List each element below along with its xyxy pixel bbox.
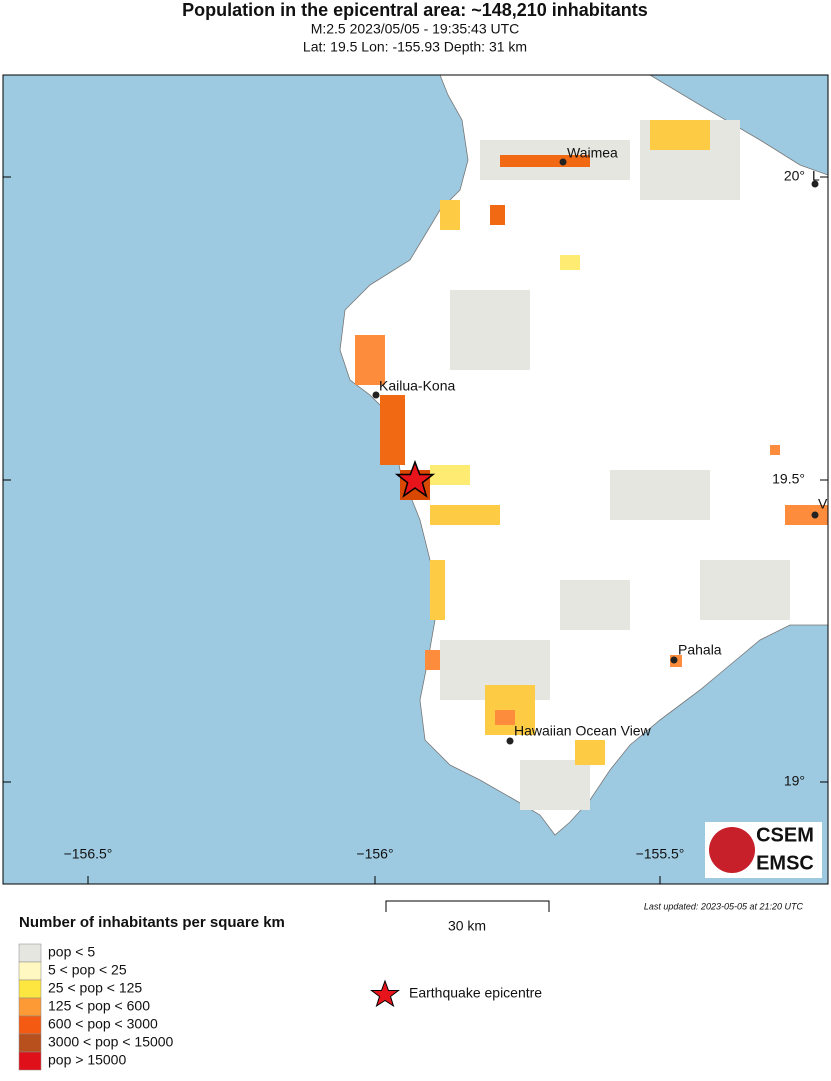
legend-label: 25 < pop < 125 xyxy=(48,980,142,996)
logo-text: EMSC xyxy=(756,852,814,874)
lat-label: 19° xyxy=(784,773,805,789)
ticks xyxy=(3,176,828,884)
place-label: Kailua-Kona xyxy=(379,378,455,394)
place-label: L xyxy=(812,168,820,184)
last-updated: Last updated: 2023-05-05 at 21:20 UTC xyxy=(644,901,804,911)
legend-epicentre: Earthquake epicentre xyxy=(409,985,542,1001)
logo-text: CSEM xyxy=(756,824,814,846)
place-label: Waimea xyxy=(567,145,618,161)
scale-label: 30 km xyxy=(448,918,486,934)
legend-label: 3000 < pop < 15000 xyxy=(48,1034,174,1050)
place-label: Hawaiian Ocean View xyxy=(514,723,652,739)
lon-label: −155.5° xyxy=(636,846,685,862)
legend-label: 5 < pop < 25 xyxy=(48,962,127,978)
lat-label: 20° xyxy=(784,168,805,184)
logo: CSEM EMSC xyxy=(705,822,822,878)
lon-label: −156° xyxy=(356,846,393,862)
subtitle: Lat: 19.5 Lon: -155.93 Depth: 31 km xyxy=(303,39,527,55)
place-label: V xyxy=(818,496,828,512)
legend-label: pop < 5 xyxy=(48,944,95,960)
scale-bar xyxy=(385,900,550,912)
epicentre-star xyxy=(394,459,436,498)
legend xyxy=(18,943,42,1071)
map: −156.5° −156° −155.5° 20° 19.5° 19° Waim… xyxy=(2,74,829,885)
legend-label: 600 < pop < 3000 xyxy=(48,1016,158,1032)
place-label: Pahala xyxy=(678,642,722,658)
legend-label: pop > 15000 xyxy=(48,1052,126,1068)
legend-star xyxy=(370,979,400,1008)
legend-label: 125 < pop < 600 xyxy=(48,998,150,1014)
legend-title: Number of inhabitants per square km xyxy=(19,914,285,931)
subtitle: M:2.5 2023/05/05 - 19:35:43 UTC xyxy=(311,21,520,37)
title: Population in the epicentral area: ~148,… xyxy=(182,0,648,20)
lon-label: −156.5° xyxy=(64,846,113,862)
place-dots xyxy=(372,158,819,745)
lat-label: 19.5° xyxy=(772,471,805,487)
